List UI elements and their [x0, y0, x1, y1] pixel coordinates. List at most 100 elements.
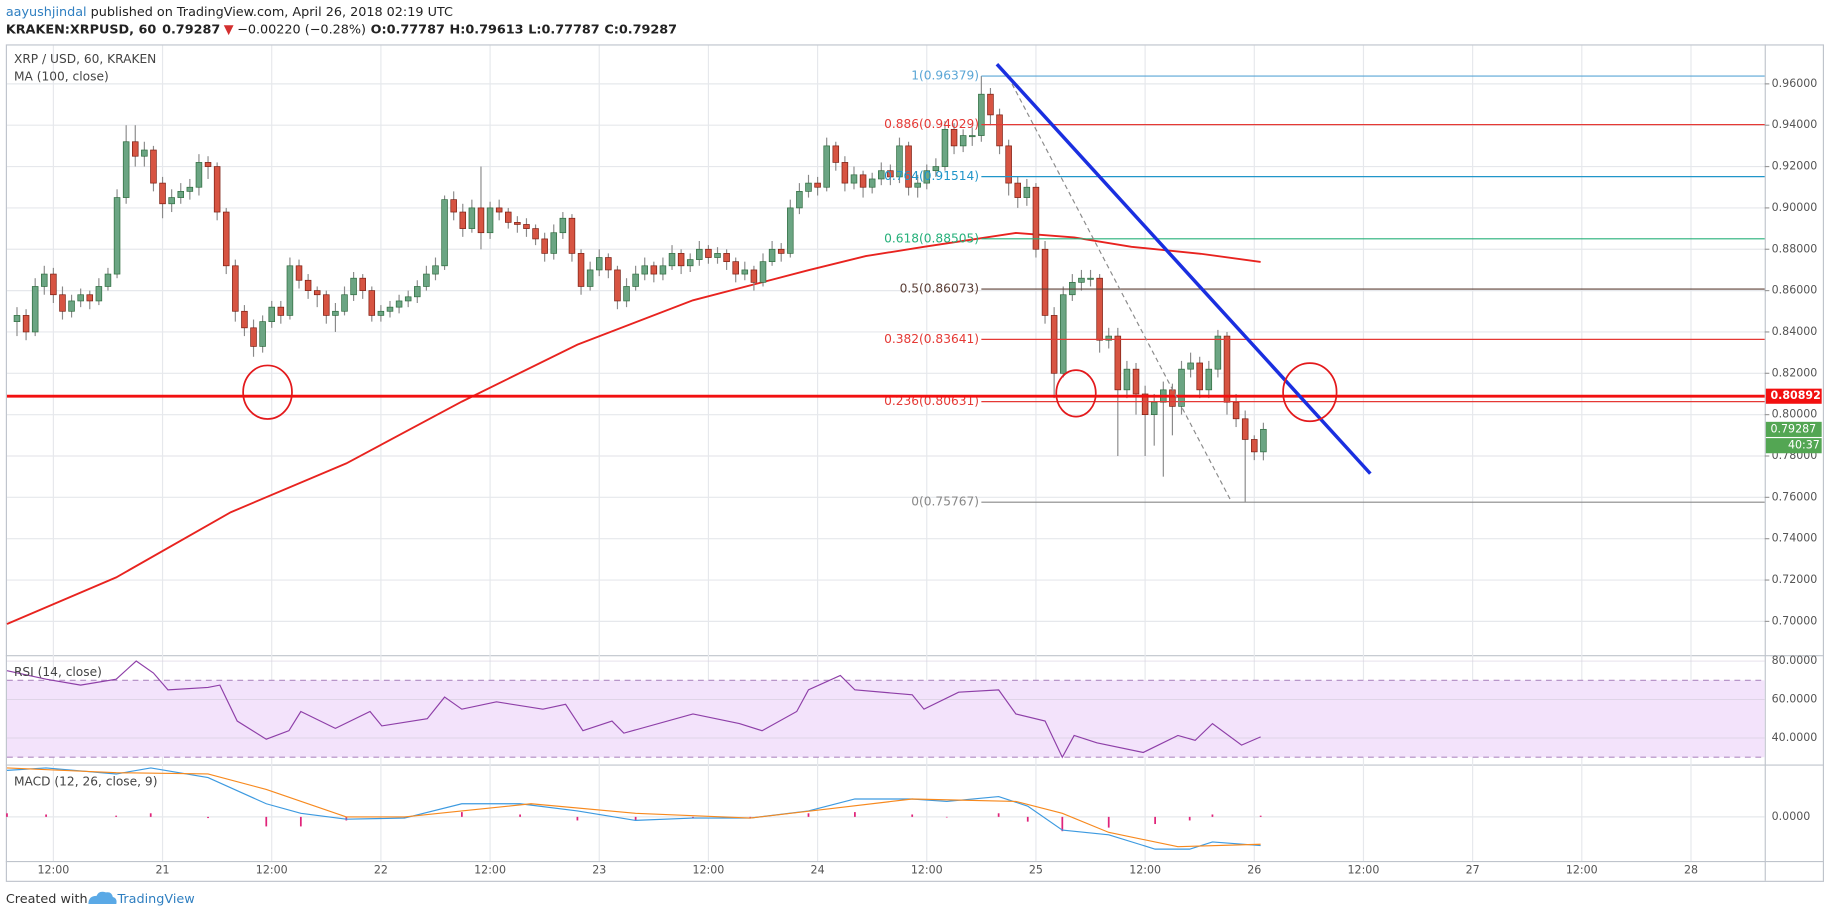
signal-line: [6, 767, 1261, 848]
candle-body: [541, 238, 548, 254]
candle-body: [996, 114, 1003, 147]
last-price-label: 0.79287: [1770, 422, 1816, 435]
macd-hist-bar: [149, 813, 152, 817]
candle-body: [1196, 362, 1203, 391]
candle-body: [1241, 418, 1249, 440]
symbol: KRAKEN:XRPUSD, 60: [6, 22, 157, 37]
candle-body: [423, 273, 430, 287]
y-tick-label: 0.82000: [1772, 366, 1818, 379]
macd-hist-bar: [1107, 816, 1110, 828]
candle-body: [268, 306, 275, 322]
macd-hist-bar: [807, 813, 810, 817]
footer-brand[interactable]: TradingView: [116, 892, 194, 907]
x-tick-label: 12:00: [474, 863, 506, 876]
x-tick-label: 24: [811, 863, 825, 876]
footer-created: Created with: [6, 892, 88, 907]
x-tick-label: 12:00: [1566, 863, 1598, 876]
macd-hist-bar: [634, 816, 637, 821]
candle-body: [577, 253, 585, 287]
candle-body: [141, 149, 148, 157]
fib-label: 0.618(0.88505): [884, 231, 979, 245]
candle-body: [341, 294, 348, 312]
candle-body: [1014, 182, 1022, 198]
candle-body: [459, 211, 467, 229]
candle-body: [668, 253, 676, 267]
y-tick-label: 0.76000: [1772, 490, 1818, 503]
candle-body: [950, 128, 958, 147]
candle-body: [1214, 335, 1222, 370]
candle-body: [523, 224, 530, 229]
candle-body: [150, 149, 157, 184]
candle-body: [432, 265, 439, 275]
candle-body: [595, 257, 603, 271]
ma-title: MA (100, close): [14, 69, 109, 83]
candle-body: [1005, 145, 1012, 184]
candle-body: [768, 248, 776, 263]
candle-body: [477, 207, 485, 234]
arrow: ▼: [224, 22, 234, 37]
candle-body: [486, 207, 494, 234]
candle-body: [259, 321, 266, 347]
candle-body: [1223, 335, 1231, 403]
candle-body: [1232, 401, 1240, 420]
x-tick-label: 12:00: [1129, 863, 1161, 876]
candle-body: [941, 128, 949, 167]
candle-body: [586, 269, 594, 287]
fib-label: 0.764(0.91514): [884, 169, 979, 183]
candle-body: [495, 207, 503, 213]
candle-body: [514, 222, 521, 225]
fib-label: 0.5(0.86073): [900, 282, 979, 296]
candle-body: [696, 248, 703, 260]
x-tick-label: 28: [1684, 863, 1698, 876]
x-tick-label: 12:00: [256, 863, 288, 876]
candle-body: [614, 269, 621, 302]
candle-body: [605, 257, 612, 271]
candle-body: [22, 315, 30, 333]
candle-body: [177, 191, 185, 198]
macd-hist-bar: [692, 816, 694, 819]
y-tick-label: 0.94000: [1772, 118, 1818, 131]
y-tick-label: 0.84000: [1772, 325, 1818, 338]
candle-body: [414, 286, 421, 298]
candle-body: [796, 191, 803, 209]
macd-hist-bar: [45, 814, 47, 817]
macd-hist-bar: [6, 813, 8, 817]
user-link[interactable]: aayushjindal: [6, 4, 87, 19]
candle-body: [1123, 368, 1131, 391]
candle-body: [386, 306, 394, 312]
macd-hist-bar: [1061, 816, 1064, 832]
candle-body: [914, 182, 921, 188]
candle-body: [122, 141, 130, 198]
candle-body: [241, 310, 248, 329]
x-tick-label: 23: [592, 863, 606, 876]
y-tick-label: 0.96000: [1772, 77, 1818, 90]
fib-label: 0.382(0.83641): [884, 332, 979, 346]
fib-label: 1(0.96379): [911, 69, 979, 83]
candle-body: [1205, 368, 1213, 391]
candle-body: [50, 273, 57, 296]
candle-body: [978, 93, 985, 136]
candle-body: [787, 207, 794, 254]
candle-body: [332, 310, 339, 316]
candle-body: [186, 186, 194, 192]
y-tick-label: 0.86000: [1772, 284, 1818, 297]
candle-body: [932, 166, 940, 172]
tradingview-logo: [88, 891, 117, 905]
macd-hist-bar: [1259, 815, 1262, 817]
candle-body: [659, 265, 667, 275]
candle-body: [714, 253, 721, 258]
rsi-title: RSI (14, close): [14, 665, 102, 679]
candle-body: [1169, 389, 1176, 407]
candle-body: [750, 269, 758, 283]
candle-body: [641, 265, 648, 275]
candle-body: [1105, 335, 1112, 341]
candle-body: [1141, 393, 1149, 416]
y-tick-label: 0.74000: [1772, 532, 1818, 545]
macd-hist-bar: [1188, 816, 1191, 821]
candle-body: [86, 294, 94, 302]
candle-body: [404, 296, 412, 302]
candle-body: [868, 178, 876, 188]
macd-title: MACD (12, 26, close, 9): [14, 774, 158, 788]
candle-body: [1032, 186, 1040, 250]
